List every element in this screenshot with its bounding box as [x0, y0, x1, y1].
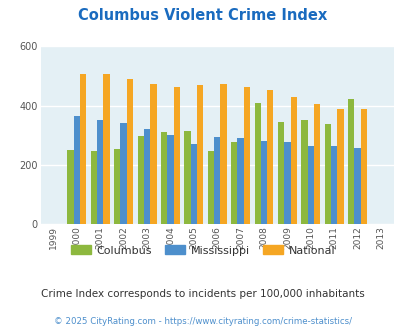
- Text: Crime Index corresponds to incidents per 100,000 inhabitants: Crime Index corresponds to incidents per…: [41, 289, 364, 299]
- Bar: [126, 79, 133, 224]
- Bar: [284, 142, 290, 224]
- Bar: [277, 122, 284, 224]
- Bar: [114, 148, 120, 224]
- Bar: [190, 144, 196, 224]
- Bar: [184, 131, 190, 224]
- Bar: [347, 99, 354, 224]
- Text: Columbus Violent Crime Index: Columbus Violent Crime Index: [78, 8, 327, 23]
- Bar: [67, 150, 74, 224]
- Bar: [167, 135, 173, 224]
- Bar: [173, 87, 179, 224]
- Bar: [230, 142, 237, 224]
- Bar: [290, 97, 296, 224]
- Bar: [143, 129, 150, 224]
- Bar: [313, 104, 320, 224]
- Bar: [160, 132, 167, 224]
- Bar: [74, 116, 80, 224]
- Bar: [260, 141, 266, 224]
- Bar: [243, 86, 249, 224]
- Bar: [324, 124, 330, 224]
- Bar: [354, 148, 360, 224]
- Text: © 2025 CityRating.com - https://www.cityrating.com/crime-statistics/: © 2025 CityRating.com - https://www.city…: [54, 317, 351, 326]
- Bar: [120, 122, 126, 224]
- Bar: [266, 90, 273, 224]
- Bar: [360, 110, 366, 224]
- Bar: [254, 103, 260, 224]
- Bar: [220, 84, 226, 224]
- Bar: [337, 110, 343, 224]
- Bar: [301, 120, 307, 224]
- Bar: [103, 74, 109, 224]
- Bar: [91, 151, 97, 224]
- Bar: [237, 138, 243, 224]
- Bar: [137, 136, 143, 224]
- Bar: [80, 74, 86, 224]
- Bar: [213, 137, 220, 224]
- Bar: [150, 83, 156, 224]
- Bar: [307, 146, 313, 224]
- Bar: [330, 146, 337, 224]
- Legend: Columbus, Mississippi, National: Columbus, Mississippi, National: [66, 241, 339, 260]
- Bar: [207, 151, 213, 224]
- Bar: [97, 120, 103, 224]
- Bar: [196, 85, 203, 224]
